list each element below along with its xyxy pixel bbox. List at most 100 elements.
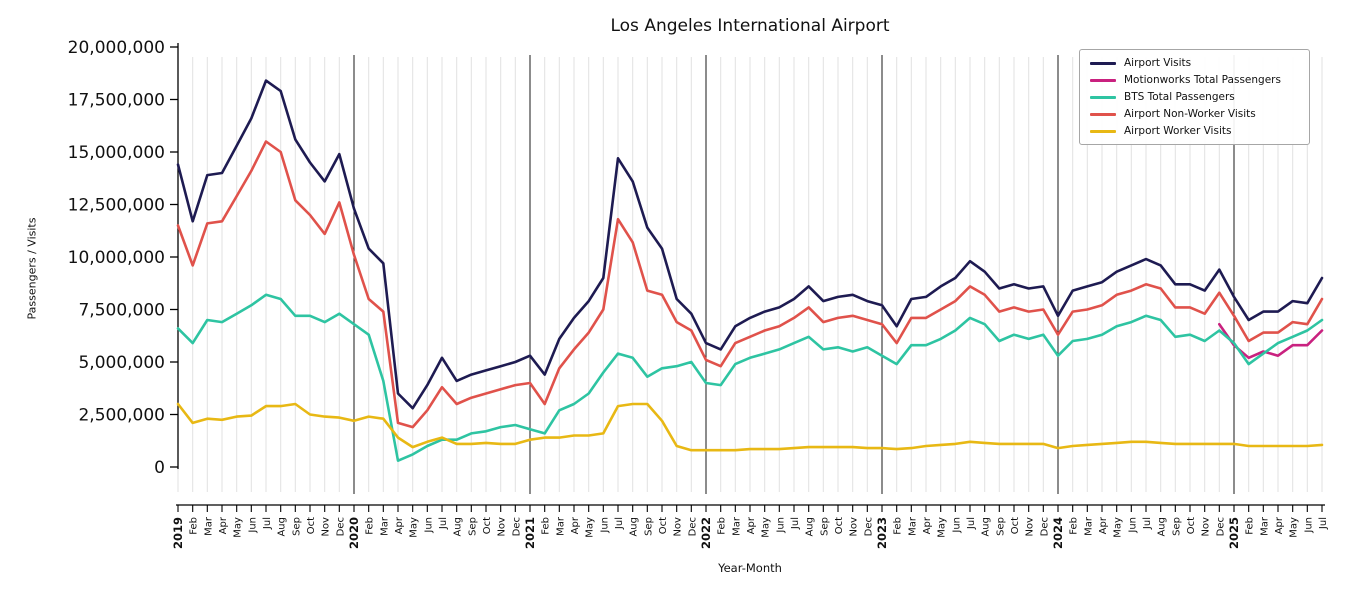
chart-title: Los Angeles International Airport xyxy=(610,16,890,36)
x-tick-label-month: Nov xyxy=(849,517,860,537)
x-tick-label-month: Jul xyxy=(1318,517,1329,530)
legend-label: Motionworks Total Passengers xyxy=(1124,74,1281,86)
x-tick-label-month: Oct xyxy=(1010,517,1021,534)
x-tick-label-year: 2022 xyxy=(699,517,713,549)
x-tick-label-month: May xyxy=(233,517,244,538)
y-tick-label: 5,000,000 xyxy=(78,353,165,373)
x-tick-label-month: Dec xyxy=(1039,517,1050,536)
x-tick-label-month: Jun xyxy=(1127,517,1138,534)
y-tick-label: 2,500,000 xyxy=(78,406,165,426)
x-tick-label-month: Oct xyxy=(482,517,493,534)
x-tick-label-month: Nov xyxy=(673,517,684,537)
x-tick-label-month: May xyxy=(1289,517,1300,538)
legend-label: Airport Non-Worker Visits xyxy=(1124,108,1256,120)
legend-line-swatch xyxy=(1090,78,1116,82)
series-lines xyxy=(176,79,1324,462)
legend-line-swatch xyxy=(1090,61,1116,65)
y-axis: 0 2,500,000 5,000,000 7,500,000 10,000,000 12… xyxy=(68,38,179,478)
legend-line-swatch xyxy=(1090,112,1116,116)
x-tick-label-month: Nov xyxy=(1025,517,1036,537)
x-tick-label-month: Feb xyxy=(1245,517,1256,535)
x-tick-label-month: Jul xyxy=(1142,517,1153,530)
x-tick-label-month: Sep xyxy=(995,517,1006,536)
x-tick-label-year: 2019 xyxy=(171,517,185,549)
x-tick-label-month: Jul xyxy=(966,517,977,530)
x-tick-label-month: Apr xyxy=(922,516,933,534)
x-tick-label-month: Jul xyxy=(438,517,449,530)
x-tick-label-month: Nov xyxy=(497,517,508,537)
x-tick-label-year: 2024 xyxy=(1051,517,1065,549)
x-tick-label-month: Sep xyxy=(1171,517,1182,536)
x-tick-label-month: Feb xyxy=(717,517,728,535)
x-tick-label-month: Mar xyxy=(731,516,742,536)
x-tick-label-month: Apr xyxy=(1274,516,1285,534)
x-tick-label-month: Nov xyxy=(1201,517,1212,537)
x-tick-label-month: Apr xyxy=(394,516,405,534)
x-tick-label-month: Sep xyxy=(643,517,654,536)
x-tick-label-month: Apr xyxy=(570,516,581,534)
x-tick-label-month: Dec xyxy=(1215,517,1226,536)
x-tick-label-month: Dec xyxy=(863,517,874,536)
x-tick-label-month: Oct xyxy=(1186,517,1197,534)
x-tick-label-month: Aug xyxy=(453,517,464,537)
x-tick-label-month: Oct xyxy=(834,517,845,534)
x-tick-label-year: 2023 xyxy=(875,517,889,549)
x-tick-label-month: Mar xyxy=(1083,516,1094,536)
x-tick-label-month: Nov xyxy=(321,517,332,537)
x-tick-label-month: Feb xyxy=(541,517,552,535)
x-axis: 2019 Feb Mar Apr May Jun Jul Aug Sep Oct Nov Dec 202… xyxy=(171,504,1329,549)
x-tick-label-month: Aug xyxy=(277,517,288,537)
x-tick-label-month: Apr xyxy=(1098,516,1109,534)
x-tick-label-month: Jul xyxy=(262,517,273,530)
x-tick-label-month: Mar xyxy=(1259,516,1270,536)
x-tick-label-month: Jun xyxy=(423,517,434,534)
y-tick-label: 20,000,000 xyxy=(68,38,165,58)
legend-label: Airport Worker Visits xyxy=(1124,125,1232,137)
series-line-airport-non-worker-visits xyxy=(176,140,1324,429)
y-tick-label: 12,500,000 xyxy=(68,196,165,216)
x-tick-label-month: Oct xyxy=(658,517,669,534)
x-tick-label-month: Apr xyxy=(746,516,757,534)
y-tick-label: 0 xyxy=(154,458,165,478)
x-tick-label-month: Feb xyxy=(189,517,200,535)
x-tick-label-month: Sep xyxy=(467,517,478,536)
legend-item: Airport Visits xyxy=(1090,57,1299,69)
series-line-bts-total-passengers xyxy=(176,293,1324,462)
x-tick-label-month: Apr xyxy=(218,516,229,534)
x-tick-label-month: Mar xyxy=(555,516,566,536)
series-line-motionworks-total-passengers xyxy=(1218,322,1324,360)
x-tick-label-month: Aug xyxy=(1157,517,1168,537)
x-tick-label-month: Aug xyxy=(805,517,816,537)
x-tick-label-month: May xyxy=(409,517,420,538)
legend-label: BTS Total Passengers xyxy=(1124,91,1235,103)
legend-label: Airport Visits xyxy=(1124,57,1192,69)
x-tick-label-month: Feb xyxy=(1069,517,1080,535)
x-tick-label-month: Feb xyxy=(365,517,376,535)
x-tick-label-month: Dec xyxy=(511,517,522,536)
y-tick-label: 10,000,000 xyxy=(68,248,165,268)
legend-item: Airport Worker Visits xyxy=(1090,125,1299,137)
x-tick-label-month: Jun xyxy=(1303,517,1314,534)
x-tick-label-month: Jun xyxy=(951,517,962,534)
x-tick-label-month: Sep xyxy=(819,517,830,536)
legend-line-swatch xyxy=(1090,129,1116,133)
legend-item: Motionworks Total Passengers xyxy=(1090,74,1299,86)
y-tick-label: 17,500,000 xyxy=(68,91,165,111)
x-tick-label-month: Mar xyxy=(203,516,214,536)
x-tick-label-month: Sep xyxy=(291,517,302,536)
series-line-airport-visits xyxy=(176,79,1324,410)
x-tick-label-month: May xyxy=(761,517,772,538)
x-tick-label-month: Oct xyxy=(306,517,317,534)
legend-line-swatch xyxy=(1090,95,1116,99)
x-tick-label-month: Aug xyxy=(629,517,640,537)
x-tick-label-year: 2020 xyxy=(347,517,361,549)
y-tick-label: 7,500,000 xyxy=(78,301,165,321)
x-tick-label-month: May xyxy=(585,517,596,538)
x-tick-label-year: 2021 xyxy=(523,517,537,549)
x-tick-label-year: 2025 xyxy=(1227,517,1241,549)
x-tick-label-month: May xyxy=(1113,517,1124,538)
legend: Airport Visits Motionworks Total Passeng… xyxy=(1079,49,1310,145)
x-tick-label-month: Mar xyxy=(379,516,390,536)
x-tick-label-month: May xyxy=(937,517,948,538)
